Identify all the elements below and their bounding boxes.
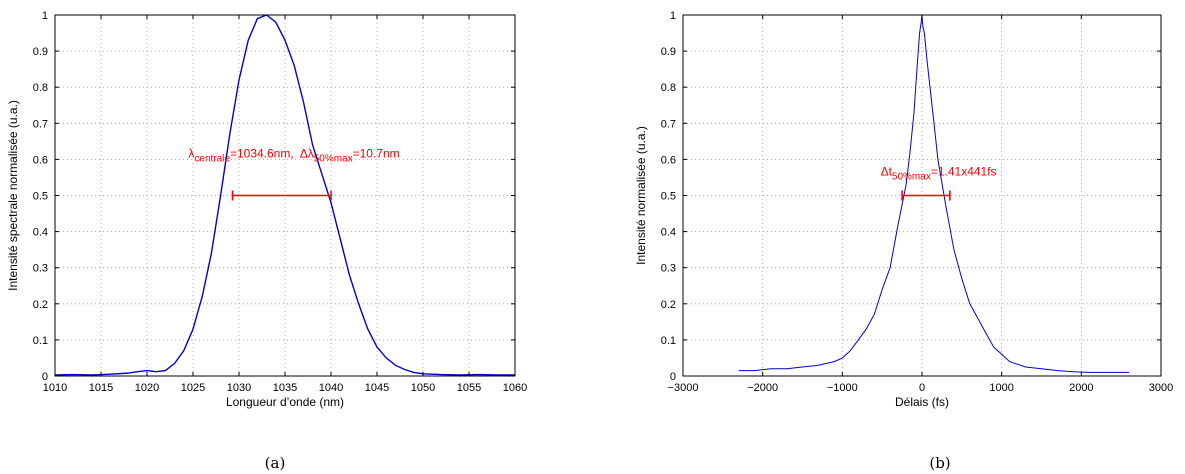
x-tick-label: 1000	[989, 382, 1013, 394]
x-axis-ticks: −3000 −2000 −1000 0 1000 2000 3000	[668, 15, 1173, 394]
x-tick-label: 1045	[365, 382, 389, 394]
annotation-delta-sub: 50%max	[892, 172, 931, 183]
x-tick-label: 0	[919, 382, 925, 394]
x-tick-label: 3000	[1149, 382, 1173, 394]
y-tick-label: 0.4	[33, 227, 48, 239]
caption-b: (b)	[929, 454, 950, 472]
y-tick-label: 0.9	[33, 46, 48, 58]
annotation-delta-sub: 50%max	[314, 154, 353, 165]
y-tick-label: 0.5	[33, 191, 48, 203]
y-tick-label: 0	[670, 371, 676, 383]
fwhm-marker	[901, 190, 951, 201]
y-tick-label: 1	[42, 10, 48, 22]
annotation-lambda-value: =1034.6nm,	[230, 147, 294, 161]
y-axis-ticks: 0 0.1 0.2 0.3 0.4 0.5 0.6 0.7 0.8 0.9 1	[33, 10, 515, 383]
y-axis-label: Intensité normalisée (u.a.)	[634, 126, 648, 265]
x-tick-label: 2000	[1069, 382, 1093, 394]
y-tick-label: 0.3	[33, 263, 48, 275]
x-tick-label: 1010	[43, 382, 67, 394]
x-axis-label: Longueur d’onde (nm)	[226, 395, 344, 409]
y-axis-label: Intensité spectrale normalisée (u.a.)	[6, 100, 20, 291]
x-tick-label: 1030	[227, 382, 251, 394]
y-tick-label: 0.7	[661, 118, 676, 130]
annotation-text: λcentrale=1034.6nm, Δλ50%max=10.7nm	[188, 147, 399, 165]
x-tick-label: 1015	[89, 382, 113, 394]
x-tick-label: 1040	[319, 382, 343, 394]
y-tick-label: 0.6	[33, 154, 48, 166]
y-tick-label: 0.3	[661, 263, 676, 275]
x-tick-label: −1000	[827, 382, 858, 394]
annotation-delta-value: =10.7nm	[353, 147, 400, 161]
chart-spectrum: 1010 1015 1020 1025 1030 1035 1040 1045 1050 1055…	[6, 10, 527, 409]
annotation-lambda: λ	[188, 147, 194, 161]
annotation-delta: Δt	[881, 165, 893, 179]
y-tick-label: 0.1	[33, 335, 48, 347]
y-tick-label: 0	[42, 371, 48, 383]
y-tick-label: 0.2	[661, 299, 676, 311]
x-axis-label: Délais (fs)	[895, 395, 949, 409]
x-tick-label: 1020	[135, 382, 159, 394]
x-tick-label: 1035	[273, 382, 297, 394]
y-tick-label: 0.7	[33, 118, 48, 130]
annotation-delta-value: =1.41x441fs	[931, 165, 997, 179]
y-tick-label: 0.1	[661, 335, 676, 347]
fwhm-marker	[231, 190, 332, 201]
x-axis-ticks: 1010 1015 1020 1025 1030 1035 1040 1045 1050 1055…	[43, 15, 527, 394]
annotation-delta: Δλ	[300, 147, 314, 161]
annotation-lambda-sub: centrale	[194, 154, 230, 165]
x-tick-label: 1050	[411, 382, 435, 394]
y-tick-label: 1	[670, 10, 676, 22]
x-tick-label: 1060	[503, 382, 527, 394]
y-axis-ticks: 0 0.1 0.2 0.3 0.4 0.5 0.6 0.7 0.8 0.9 1	[661, 10, 1161, 383]
chart-autocorrelation: −3000 −2000 −1000 0 1000 2000 3000 00.10.20.30…	[634, 10, 1173, 409]
y-tick-label: 0.4	[661, 227, 676, 239]
y-tick-label: 0.8	[661, 82, 676, 94]
autocorrelation-line	[738, 14, 1130, 373]
x-tick-label: 1055	[457, 382, 481, 394]
y-tick-label: 0.2	[33, 299, 48, 311]
x-tick-label: −2000	[747, 382, 778, 394]
x-tick-label: −3000	[668, 382, 699, 394]
y-tick-label: 0.8	[33, 82, 48, 94]
y-tick-label: 0.9	[661, 46, 676, 58]
caption-a: (a)	[265, 454, 286, 472]
annotation-text: Δt50%max=1.41x441fs	[881, 165, 997, 183]
x-tick-label: 1025	[181, 382, 205, 394]
y-tick-label: 0.5	[661, 191, 676, 203]
y-tick-label: 0.6	[661, 154, 676, 166]
spectrum-line	[54, 14, 515, 376]
